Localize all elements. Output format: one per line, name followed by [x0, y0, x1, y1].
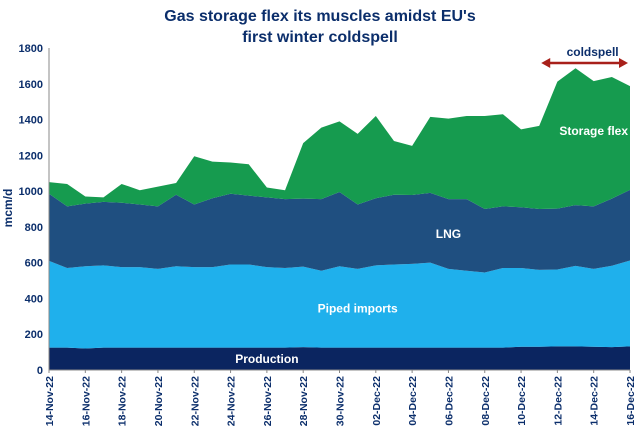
x-tick-labels: 14-Nov-22 16-Nov-22 18-Nov-22 20-Nov-22 22-N… — [44, 370, 637, 426]
x-tick-label: 20-Nov-22 — [153, 376, 165, 426]
x-tick-label: 24-Nov-22 — [226, 376, 238, 426]
x-tick-label: 26-Nov-22 — [262, 376, 274, 426]
x-tick-label: 14-Nov-22 — [44, 376, 56, 426]
chart-title-line2: first winter coldspell — [242, 29, 398, 46]
area-piped-imports — [49, 260, 630, 349]
y-tick-label: 400 — [25, 293, 43, 305]
y-tick-label: 1600 — [19, 79, 43, 91]
y-axis-label: mcm/d — [1, 189, 15, 228]
area-production — [49, 346, 630, 370]
x-tick-label: 16-Dec-22 — [625, 376, 637, 426]
coldspell-label: coldspell — [567, 45, 619, 59]
x-tick-label: 10-Dec-22 — [516, 376, 528, 426]
x-tick-label: 04-Dec-22 — [407, 376, 419, 426]
y-tick-label: 0 — [37, 365, 43, 377]
x-tick-label: 28-Nov-22 — [298, 376, 310, 426]
x-tick-label: 18-Nov-22 — [117, 376, 129, 426]
series-label-lng: LNG — [436, 227, 461, 241]
coldspell-arrowhead-right — [619, 58, 628, 68]
x-tick-label: 14-Dec-22 — [589, 376, 601, 426]
area-storage-flex — [49, 68, 630, 209]
x-tick-label: 12-Dec-22 — [552, 376, 564, 426]
chart-title: Gas storage flex its muscles amidst EU's… — [0, 6, 640, 48]
chart-title-line1: Gas storage flex its muscles amidst EU's — [164, 8, 476, 25]
area-lng — [49, 189, 630, 273]
y-tick-labels: 0 200 400 600 800 1000 1200 1400 1600 1800 — [19, 43, 43, 377]
y-tick-label: 1400 — [19, 115, 43, 127]
x-tick-label: 16-Nov-22 — [80, 376, 92, 426]
series-label-piped-imports: Piped imports — [318, 301, 398, 315]
series-label-production: Production — [235, 352, 298, 366]
y-tick-label: 1200 — [19, 150, 43, 162]
series-labels: Production Piped imports LNG Storage flex — [235, 124, 628, 366]
y-tick-label: 1000 — [19, 186, 43, 198]
coldspell-annotation: coldspell — [541, 45, 628, 68]
x-tick-label: 02-Dec-22 — [371, 376, 383, 426]
x-tick-label: 08-Dec-22 — [480, 376, 492, 426]
y-tick-label: 200 — [25, 329, 43, 341]
series-label-storage-flex: Storage flex — [559, 124, 628, 138]
x-tick-label: 30-Nov-22 — [335, 376, 347, 426]
y-tick-label: 800 — [25, 222, 43, 234]
coldspell-arrowhead-left — [541, 58, 551, 68]
x-tick-label: 22-Nov-22 — [189, 376, 201, 426]
area-layers — [49, 68, 630, 370]
x-tick-label: 06-Dec-22 — [443, 376, 455, 426]
y-tick-label: 600 — [25, 258, 43, 270]
y-tick-label: 1800 — [19, 43, 43, 55]
